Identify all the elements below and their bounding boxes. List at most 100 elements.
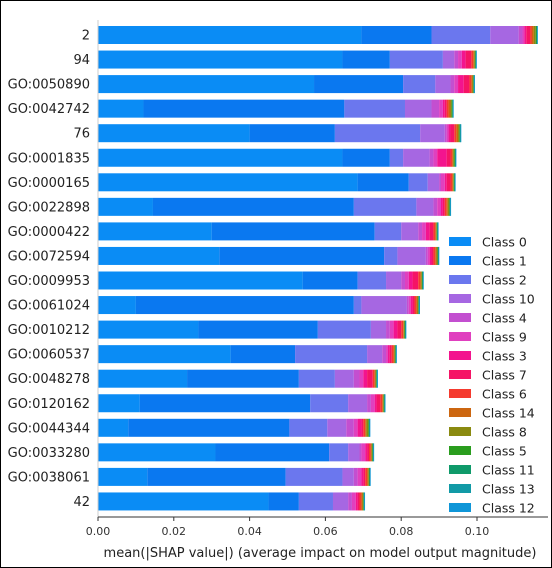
bar-segment-class-14-go-0060537 [393, 345, 395, 364]
bar-segment-class-6-go-0060537 [391, 345, 394, 364]
bar-segment-class-1-2 [361, 26, 432, 44]
bar-segment-class-2-94 [389, 50, 443, 69]
bar-segment-class-8-go-0038061 [368, 467, 369, 486]
legend-label: Class 12 [482, 501, 535, 516]
bar-segment-class-14-go-0050890 [471, 75, 473, 94]
bar-segment-class-12-go-0038061 [370, 467, 371, 486]
bar-segment-class-14-go-0044344 [365, 418, 367, 437]
y-tick-label: GO:0044344 [8, 421, 90, 436]
bar-segment-class-8-go-0048278 [375, 369, 377, 388]
bar-segment-class-2-go-0000165 [408, 173, 428, 192]
legend-swatch [449, 351, 471, 360]
bar-segment-class-7-go-0038061 [363, 467, 366, 486]
bar-segment-class-10-go-0000422 [401, 222, 419, 241]
bar-segment-class-11-go-0033280 [372, 443, 374, 462]
bar-segment-class-6-go-0038061 [365, 467, 368, 486]
bar-segment-class-7-go-0060537 [389, 345, 392, 364]
bar-segment-class-14-42 [361, 492, 363, 511]
bar-segment-class-11-go-0010212 [404, 320, 406, 339]
y-tick-label: GO:0009953 [8, 274, 90, 289]
bar-segment-class-5-2 [535, 26, 537, 44]
bar-segment-class-4-2 [518, 26, 523, 44]
bar-segment-class-12-go-0009953 [423, 271, 424, 290]
bar-segment-class-10-go-0001835 [403, 148, 430, 167]
bar-segment-class-0-go-0050890 [98, 75, 315, 94]
bar-segment-class-13-42 [364, 492, 365, 511]
bar-segment-class-12-go-0033280 [373, 443, 375, 462]
bar-segment-class-0-go-0001835 [98, 148, 343, 167]
legend-label: Class 6 [482, 387, 527, 402]
bar-segment-class-9-go-0050890 [454, 75, 459, 94]
bar-segment-class-3-76 [448, 124, 451, 143]
bar-segment-class-0-go-0042742 [98, 99, 144, 118]
bar-segment-class-9-go-0072594 [427, 246, 430, 265]
bar-segment-class-1-go-0061024 [135, 296, 354, 315]
bar-segment-class-3-go-0009953 [408, 271, 413, 290]
legend-swatch [449, 313, 471, 322]
bar-segment-class-11-go-0060537 [395, 345, 397, 364]
bar-segment-class-6-go-0010212 [401, 320, 404, 339]
bar-segment-class-14-go-0038061 [367, 467, 369, 486]
bar-segment-class-13-go-0120162 [384, 394, 386, 413]
legend-swatch [449, 446, 471, 455]
bar-segment-class-3-go-0072594 [429, 246, 432, 265]
bar-segment-class-7-go-0022898 [442, 197, 445, 216]
legend-swatch [449, 427, 471, 436]
bar-segment-class-14-go-0072594 [435, 246, 437, 265]
bar-segment-class-12-42 [364, 492, 366, 511]
legend-swatch [449, 503, 471, 512]
bar-segment-class-13-go-0072594 [438, 246, 439, 265]
bar-segment-class-3-go-0050890 [458, 75, 464, 94]
bar-segment-class-9-go-0000422 [422, 222, 426, 241]
bar-segment-class-4-go-0033280 [359, 443, 362, 462]
bar-segment-class-8-2 [533, 26, 536, 44]
bar-segment-class-13-go-0000165 [454, 173, 456, 192]
bar-segment-class-8-42 [362, 492, 364, 511]
y-tick-label: GO:0042742 [8, 102, 90, 117]
bar-segment-class-6-go-0033280 [368, 443, 371, 462]
bar-segment-class-1-go-0022898 [152, 197, 354, 216]
bar-segment-class-14-2 [531, 26, 534, 44]
bar-segment-class-6-go-0050890 [469, 75, 472, 94]
bar-segment-class-10-go-0061024 [361, 296, 407, 315]
bar-segment-class-3-42 [355, 492, 358, 511]
bar-segment-class-1-go-0009953 [302, 271, 358, 290]
bar-segment-class-5-go-0060537 [395, 345, 396, 364]
bar-segment-class-2-go-0044344 [289, 418, 328, 437]
bar-segment-class-9-go-0120162 [370, 394, 375, 413]
bar-segment-class-9-go-0060537 [386, 345, 388, 364]
legend-swatch [449, 294, 471, 303]
legend-swatch [449, 332, 471, 341]
y-tick-label: 2 [82, 29, 90, 44]
bar-segment-class-4-go-0042742 [431, 99, 440, 118]
legend-swatch [449, 465, 471, 474]
bar-segment-class-12-94 [476, 50, 477, 69]
bar-segment-class-2-go-0050890 [403, 75, 436, 94]
bar-segment-class-12-go-0001835 [455, 148, 457, 167]
bar-segment-class-11-go-0042742 [452, 99, 453, 118]
legend-label: Class 14 [482, 406, 535, 421]
bar-segment-class-6-go-0072594 [433, 246, 436, 265]
bar-segment-class-1-go-0010212 [198, 320, 318, 339]
bar-segment-class-4-42 [348, 492, 352, 511]
bar-segment-class-8-go-0072594 [436, 246, 438, 265]
bar-segment-class-13-go-0060537 [395, 345, 397, 364]
bar-segment-class-10-go-0022898 [416, 197, 434, 216]
legend-label: Class 0 [482, 235, 527, 250]
bar-segment-class-7-go-0000165 [446, 173, 451, 192]
bar-segment-class-7-go-0061024 [412, 296, 415, 315]
bar-segment-class-9-go-0001835 [433, 148, 438, 167]
bar-segment-class-12-go-0010212 [405, 320, 407, 339]
bar-segment-class-3-go-0022898 [441, 197, 443, 216]
bar-segment-class-2-76 [334, 124, 421, 143]
bar-segment-class-5-go-0000422 [436, 222, 438, 241]
bar-segment-class-10-go-0060537 [367, 345, 383, 364]
bar-segment-class-8-go-0000422 [436, 222, 437, 241]
bar-segment-class-2-go-0000422 [374, 222, 402, 241]
y-tick-label: GO:0038061 [8, 470, 90, 485]
bar-segment-class-7-go-0033280 [367, 443, 369, 462]
bar-segment-class-9-go-0010212 [389, 320, 394, 339]
y-axis: 2 94 GO:0050890 GO:0042742 76 GO:0001835 GO:00… [8, 20, 99, 517]
bar-segment-class-12-go-0000165 [455, 173, 456, 192]
